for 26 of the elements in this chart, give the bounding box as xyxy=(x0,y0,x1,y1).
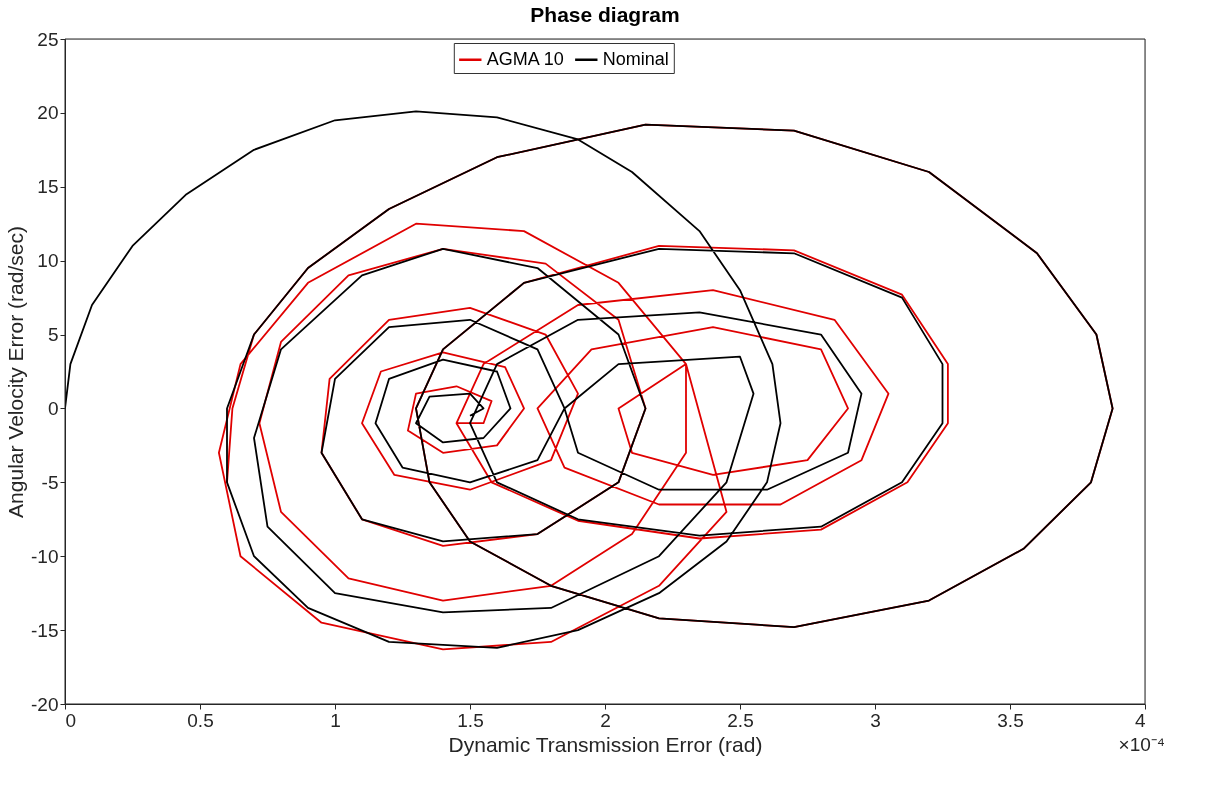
line-series xyxy=(65,110,1114,649)
x-tick-label: 3.5 xyxy=(997,709,1024,731)
x-tick-label: 2 xyxy=(600,709,611,731)
chart-title: Phase diagram xyxy=(530,3,680,26)
x-tick-label: 4 xyxy=(1134,709,1146,731)
y-tick-label: -5 xyxy=(41,471,59,493)
legend-label: Nominal xyxy=(602,48,669,69)
x-tick-label: 1.5 xyxy=(457,709,484,731)
y-tick-label: 15 xyxy=(37,176,59,198)
y-tick-label: 20 xyxy=(37,102,59,124)
x-tick-label: 3 xyxy=(870,709,881,731)
x-axis-title: Dynamic Transmission Error (rad) xyxy=(448,732,763,756)
y-tick-label: 10 xyxy=(37,250,59,272)
x-tick-label: 1 xyxy=(330,709,341,731)
y-tick-label: 0 xyxy=(47,397,59,419)
text: ×10⁻⁴ xyxy=(1118,734,1165,755)
y-tick-label: -15 xyxy=(31,619,59,641)
y-tick-label: 25 xyxy=(37,28,59,50)
y-tick-label: -10 xyxy=(31,545,59,567)
y-axis-title: Angular Velocity Error (rad/sec) xyxy=(4,226,28,518)
x-tick-label: 0 xyxy=(65,709,77,731)
legend-label: AGMA 10 xyxy=(486,48,564,69)
y-tick-label: 5 xyxy=(47,324,59,346)
x-tick-label: 2.5 xyxy=(727,709,754,731)
x-tick-label: 0.5 xyxy=(187,709,214,731)
y-tick-label: -20 xyxy=(31,693,59,715)
